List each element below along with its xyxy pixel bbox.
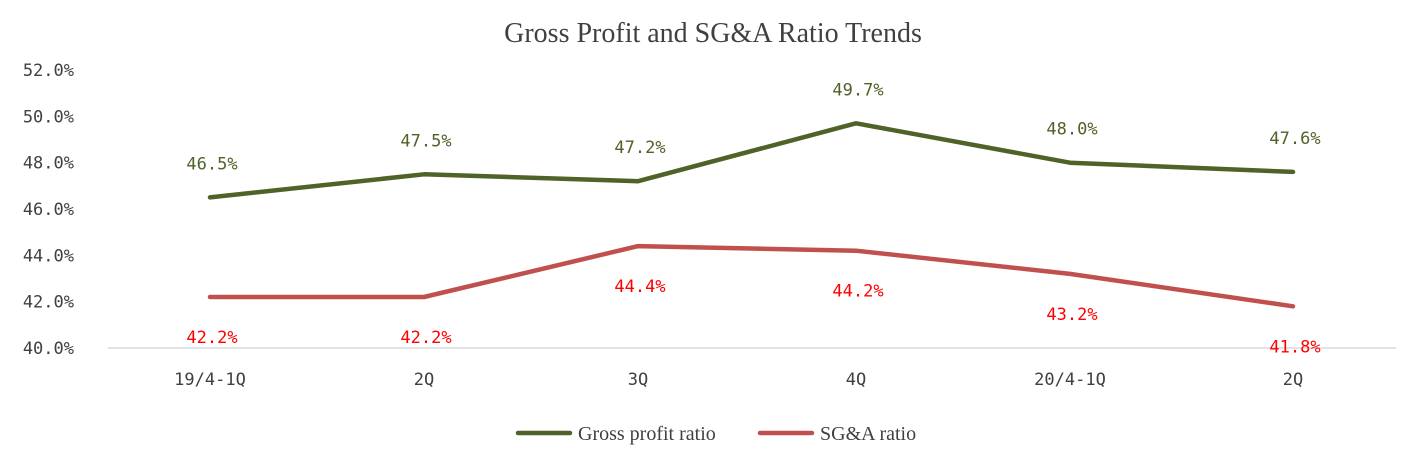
legend-label: Gross profit ratio [578,423,716,445]
x-axis-tick-labels: 19/4-1Q 2Q 3Q 4Q 20/4-1Q 2Q [174,370,1303,390]
y-tick-label: 50.0% [23,107,74,127]
x-tick-label: 2Q [414,370,434,390]
series-line-gross-profit-ratio [207,121,1296,200]
legend: Gross profit ratio SG&A ratio [515,423,916,445]
data-label: 48.0% [1046,120,1097,140]
data-label: 49.7% [832,80,883,100]
y-tick-label: 52.0% [23,61,74,81]
data-label: 47.6% [1269,129,1320,149]
y-tick-label: 46.0% [23,200,74,220]
series-line-sga-ratio [207,243,1296,309]
y-tick-label: 40.0% [23,339,74,359]
x-tick-label: 20/4-1Q [1034,370,1106,390]
y-axis-tick-labels: 40.0% 42.0% 44.0% 46.0% 48.0% 50.0% 52.0% [23,61,74,359]
y-tick-label: 48.0% [23,154,74,174]
data-label: 47.2% [614,138,665,158]
data-label: 44.2% [832,282,883,302]
x-tick-label: 2Q [1283,370,1303,390]
legend-label: SG&A ratio [820,423,916,445]
data-label: 42.2% [400,328,451,348]
data-label: 42.2% [186,328,237,348]
x-tick-label: 4Q [846,370,866,390]
data-label: 41.8% [1269,337,1320,357]
y-tick-label: 44.0% [23,246,74,266]
data-labels: 46.5% 47.5% 47.2% 49.7% 48.0% 47.6% 42.2% 42.2%… [186,80,1320,357]
chart-title: Gross Profit and SG&A Ratio Trends [504,18,922,49]
y-tick-label: 42.0% [23,293,74,313]
data-label: 47.5% [400,131,451,151]
x-tick-label: 19/4-1Q [174,370,246,390]
x-tick-label: 3Q [628,370,648,390]
series-lines [207,121,1296,309]
data-label: 44.4% [614,277,665,297]
data-label: 46.5% [186,154,237,174]
data-label: 43.2% [1046,305,1097,325]
